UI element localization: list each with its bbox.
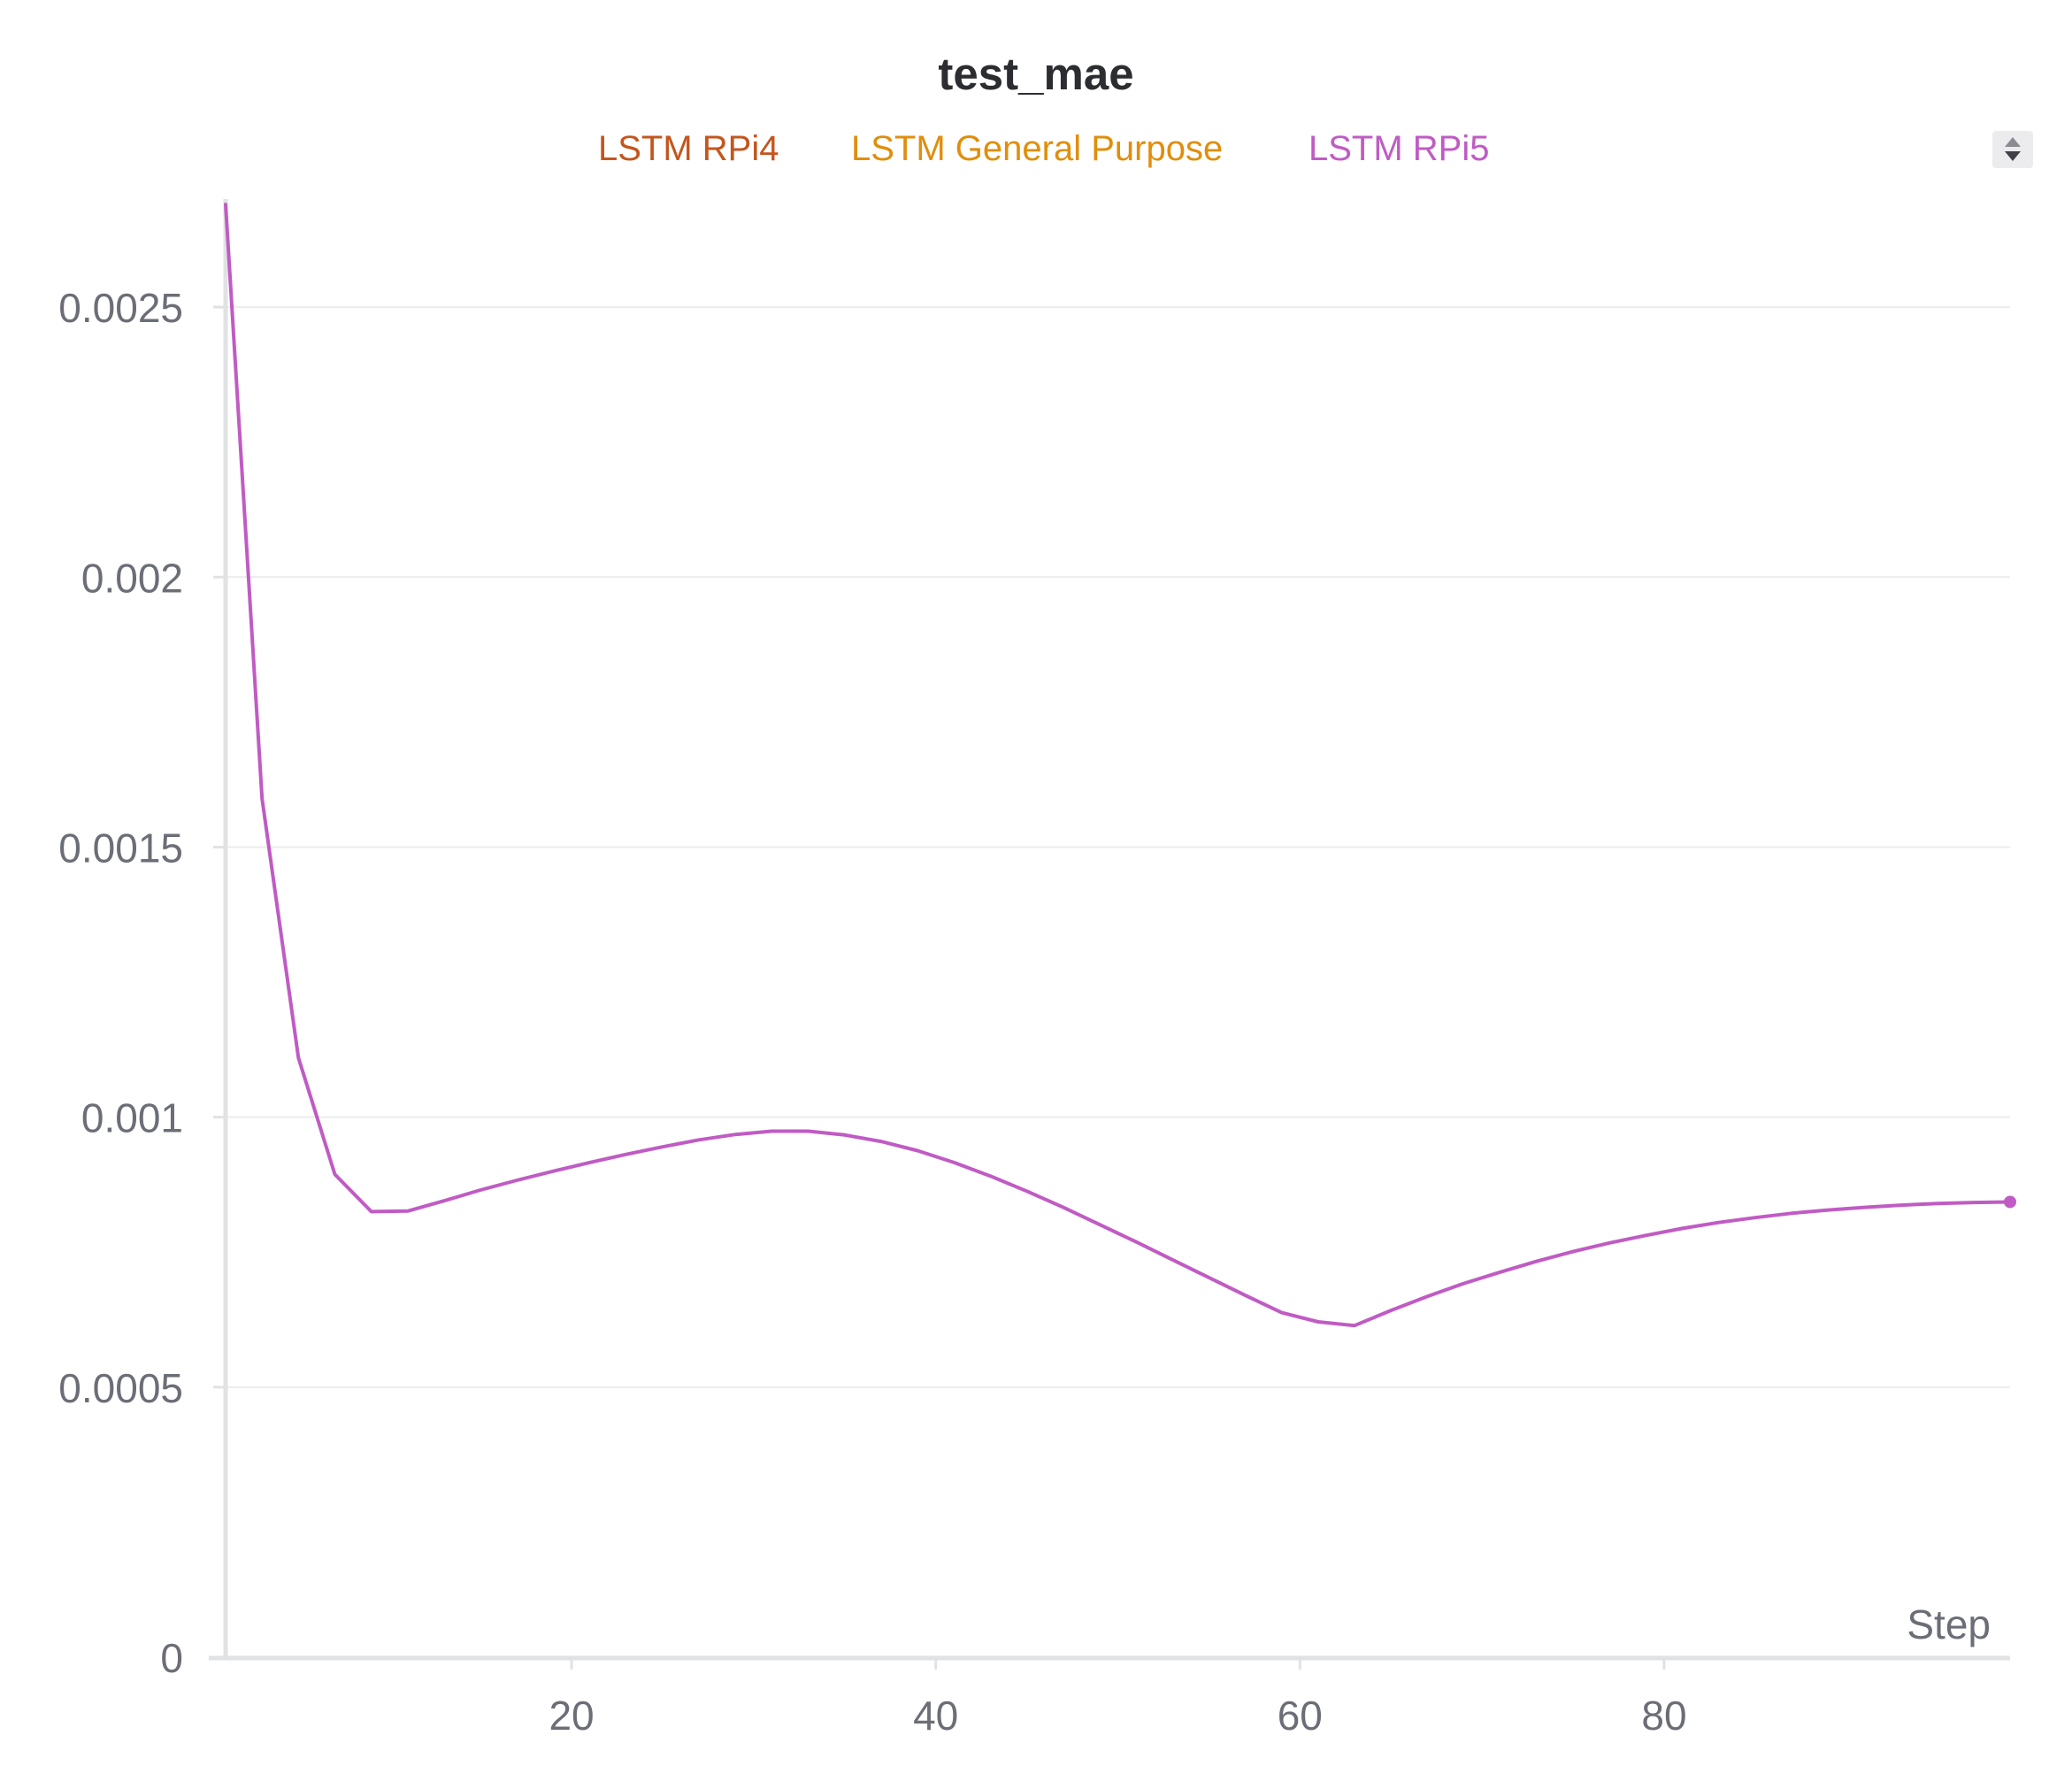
legend-item-lstm-rpi5[interactable]: LSTM RPi5 — [1308, 129, 1490, 168]
chart-title: test_mae — [938, 49, 1134, 99]
chevron-up-icon — [2005, 137, 2021, 147]
axes — [209, 199, 2010, 1670]
y-tick-label: 0.001 — [81, 1095, 183, 1141]
x-tick-label: 60 — [1278, 1693, 1323, 1739]
series-lines — [224, 203, 2016, 1328]
y-tick-label: 0.0015 — [58, 825, 183, 871]
x-axis-label: Step — [1907, 1601, 1991, 1647]
x-tick-label: 80 — [1641, 1693, 1686, 1739]
x-tick-label: 20 — [549, 1693, 594, 1739]
x-tick-labels: 20 40 60 80 — [549, 1693, 1686, 1739]
y-tick-labels: 0 0.0005 0.001 0.0015 0.002 0.0025 — [58, 285, 183, 1681]
y-tick-label: 0.0005 — [58, 1365, 183, 1411]
legend-scroll-button[interactable] — [1992, 131, 2033, 168]
grid-lines — [226, 306, 2010, 1388]
y-tick-label: 0.002 — [81, 555, 183, 601]
series-end-point[interactable] — [2004, 1195, 2016, 1209]
legend: LSTM RPi4 LSTM General Purpose LSTM RPi5 — [0, 131, 2072, 175]
chevron-down-icon — [2005, 151, 2021, 161]
x-tick-label: 40 — [913, 1693, 958, 1739]
series-line-lstm-rpi5[interactable] — [224, 203, 2012, 1328]
legend-item-lstm-rpi4[interactable]: LSTM RPi4 — [598, 129, 779, 168]
legend-item-lstm-general-purpose[interactable]: LSTM General Purpose — [851, 129, 1224, 168]
y-tick-label: 0 — [160, 1635, 183, 1681]
y-tick-label: 0.0025 — [58, 285, 183, 331]
